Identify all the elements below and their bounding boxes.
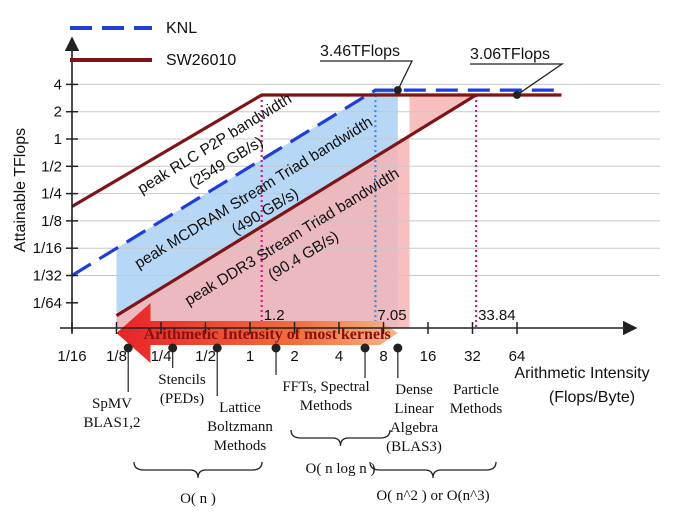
y-tick-label-1-2: 1/2 [41, 158, 62, 175]
x-tick-label-16: 16 [420, 348, 437, 365]
legend: KNL SW26010 [70, 20, 236, 69]
kernel-label-4-line-1: FFTs, Spectral [282, 379, 369, 395]
complexity-brace-3 [369, 461, 497, 479]
kernel-label-5-line-3: Algebra [390, 420, 439, 436]
x-tick-label-1: 1 [246, 348, 254, 365]
x-tick-label-1-4: 1/4 [151, 348, 172, 365]
legend-knl-label: KNL [166, 20, 197, 37]
ridge-point-markers: 1.2 7.05 33.84 [260, 90, 516, 328]
shaded-regions [116, 90, 477, 328]
y-tick-label-4: 4 [54, 76, 62, 93]
axes [60, 36, 638, 336]
kernel-arrow-shape [116, 303, 398, 363]
ridge-label-2: 7.05 [377, 307, 406, 324]
kernel-label-6-line-1: Particle [453, 382, 499, 398]
y-gridlines [72, 83, 660, 276]
peak-callout-leader-2 [470, 63, 565, 96]
peak-callout-label-2: 3.06TFlops [470, 46, 550, 63]
complexity-label-3: O( n^2 ) or O(n^3) [376, 488, 489, 504]
complexity-brace-1 [133, 461, 263, 479]
kernel-label-1-line-2: BLAS1,2 [83, 415, 140, 431]
y-tick-label-1-8: 1/8 [41, 213, 62, 230]
peak-callouts: 3.46TFlops 3.06TFlops [320, 43, 565, 99]
x-tick-label-1-8: 1/8 [106, 348, 127, 365]
x-axis-label-line1: Arithmetic Intensity [514, 365, 649, 382]
kernel-label-6-line-2: Methods [450, 401, 503, 417]
tick-labels: 1/16 1/8 1/4 1/2 1 2 4 8 16 32 64 1/64 1/32 1/16 1/8 1/… [33, 76, 526, 365]
sw26010-rlc-roofline [71, 93, 562, 208]
y-tick-label-1-32: 1/32 [33, 268, 62, 285]
x-tick-label-1-2: 1/2 [195, 348, 216, 365]
ridge-label-3: 33.84 [478, 307, 516, 324]
x-tick-label-8: 8 [379, 348, 387, 365]
x-tick-label-32: 32 [464, 348, 481, 365]
x-axis-label-line2: (Flops/Byte) [549, 389, 635, 406]
kernel-label-5-line-4: (BLAS3) [386, 439, 442, 455]
kernel-label-1-line-1: SpMV [92, 396, 132, 412]
kernel-annotations: SpMV BLAS1,2 Stencils (PEDs) Lattice Boltzman… [83, 343, 503, 507]
kernel-label-3-line-1: Lattice [219, 400, 261, 416]
y-tick-label-1-64: 1/64 [33, 295, 62, 312]
y-tick-label-1-4: 1/4 [41, 186, 62, 203]
complexity-label-2: O( n log n ) [306, 461, 376, 477]
kernel-label-2-line-2: (PEDs) [160, 391, 204, 407]
peak-callout-leader-1 [320, 60, 414, 91]
complexity-brace-2 [290, 429, 391, 447]
roofline-series [71, 88, 562, 317]
kernel-label-3-line-2: Boltzmann [207, 419, 273, 435]
kernel-label-2-line-1: Stencils [158, 372, 206, 388]
ddr3-region [116, 94, 477, 328]
x-tick-label-1-16: 1/16 [57, 348, 86, 365]
y-tick-label-2: 2 [54, 104, 62, 121]
legend-sw26010-label: SW26010 [166, 52, 236, 69]
kernel-label-5-line-2: Linear [394, 401, 433, 417]
complexity-label-1: O( n ) [180, 491, 216, 507]
x-tick-label-4: 4 [335, 348, 343, 365]
ridge-label-1: 1.2 [264, 307, 285, 324]
kernel-label-5-line-1: Dense [395, 382, 433, 398]
peak-callout-label-1: 3.46TFlops [320, 43, 400, 60]
kernel-label-4-line-2: Methods [300, 398, 353, 414]
x-tick-label-2: 2 [290, 348, 298, 365]
x-tick-label-64: 64 [509, 348, 526, 365]
y-tick-label-1: 1 [54, 131, 62, 148]
y-axis-label: Attainable TFlops [12, 128, 29, 252]
y-tick-label-1-16: 1/16 [33, 240, 62, 257]
sw26010-ddr3-roofline [115, 93, 477, 317]
knl-roofline [71, 88, 562, 277]
kernel-label-3-line-3: Methods [214, 438, 267, 454]
